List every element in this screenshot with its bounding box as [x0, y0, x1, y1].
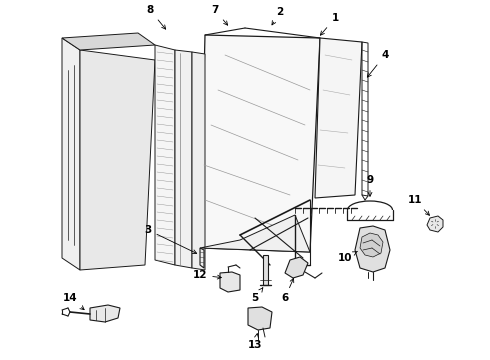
Polygon shape [360, 233, 383, 257]
Text: 4: 4 [368, 50, 389, 77]
Text: 12: 12 [193, 270, 221, 280]
Polygon shape [248, 307, 272, 330]
Polygon shape [200, 35, 320, 252]
Text: 9: 9 [367, 175, 373, 196]
Polygon shape [90, 305, 120, 322]
Polygon shape [80, 50, 155, 270]
Text: 8: 8 [147, 5, 166, 29]
Text: 14: 14 [63, 293, 84, 310]
Text: 2: 2 [272, 7, 284, 25]
Text: 3: 3 [145, 225, 196, 253]
Text: 1: 1 [320, 13, 339, 35]
Text: 11: 11 [408, 195, 429, 215]
Polygon shape [175, 50, 192, 268]
Polygon shape [62, 33, 155, 50]
Text: 7: 7 [211, 5, 228, 25]
Polygon shape [263, 255, 268, 285]
Polygon shape [285, 257, 308, 278]
Polygon shape [427, 216, 443, 232]
Text: 5: 5 [251, 288, 263, 303]
Text: 13: 13 [248, 334, 262, 350]
Polygon shape [192, 52, 205, 270]
Polygon shape [200, 215, 310, 252]
Polygon shape [62, 38, 80, 270]
Text: 6: 6 [281, 278, 294, 303]
Polygon shape [220, 272, 240, 292]
Polygon shape [315, 38, 362, 198]
Polygon shape [355, 226, 390, 272]
Polygon shape [155, 45, 175, 265]
Text: 10: 10 [338, 251, 358, 263]
